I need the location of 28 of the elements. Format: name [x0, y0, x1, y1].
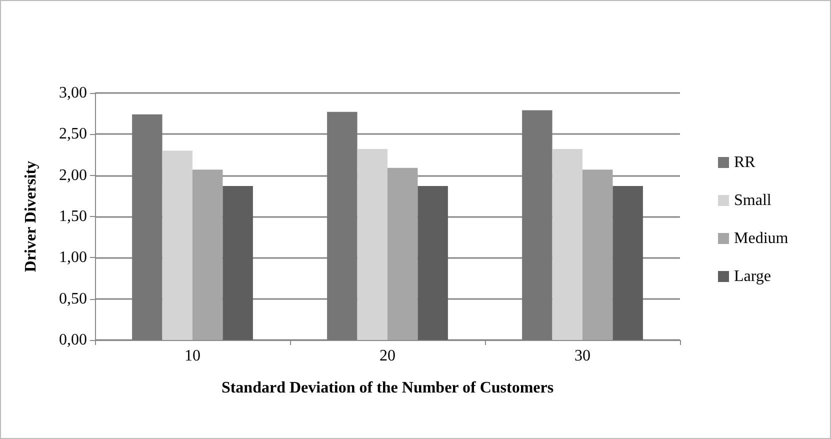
y-axis-title: Driver Diversity	[22, 160, 40, 272]
x-tick-label: 20	[380, 348, 396, 364]
bar	[418, 186, 448, 340]
bar	[582, 170, 613, 340]
y-tick-label: 3,00	[59, 84, 87, 102]
y-tick-label: 1,50	[59, 208, 87, 225]
bar	[612, 186, 643, 340]
x-axis-title: Standard Deviation of the Number of Customers	[221, 380, 554, 396]
y-tick-label: 0,00	[59, 332, 87, 348]
bar	[357, 148, 388, 340]
y-tick-label: 1,00	[59, 249, 87, 266]
bar	[222, 186, 253, 340]
bar	[192, 170, 223, 340]
y-tick-label: 2,50	[59, 126, 87, 143]
x-tick-label: 10	[184, 348, 200, 364]
legend-label: Large	[734, 268, 772, 285]
x-tick-label: 30	[574, 348, 590, 364]
legend-label: RR	[734, 154, 756, 171]
bar	[522, 110, 552, 340]
bar	[388, 168, 418, 340]
bar	[552, 148, 582, 340]
y-tick-label: 0,50	[59, 290, 87, 308]
legend-label: Medium	[734, 230, 789, 247]
bar	[132, 114, 162, 340]
legend-label: Small	[734, 192, 772, 209]
bar	[162, 150, 192, 340]
bar	[327, 112, 358, 340]
y-tick-label: 2,00	[59, 166, 87, 184]
